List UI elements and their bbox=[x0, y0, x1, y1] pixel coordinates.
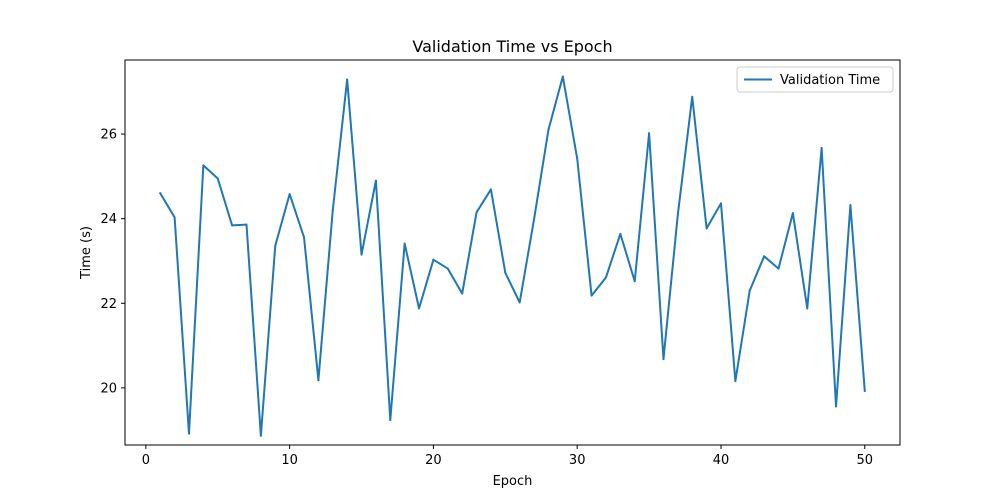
y-tick-label: 22 bbox=[100, 297, 117, 312]
data-point bbox=[777, 267, 780, 270]
data-point bbox=[231, 224, 234, 227]
data-point bbox=[202, 164, 205, 167]
data-point bbox=[346, 78, 349, 81]
data-point bbox=[604, 276, 607, 279]
data-point bbox=[317, 379, 320, 382]
data-point bbox=[374, 179, 377, 182]
data-point bbox=[619, 232, 622, 235]
data-point bbox=[518, 301, 521, 304]
data-point bbox=[245, 223, 248, 226]
data-point bbox=[576, 157, 579, 160]
data-point bbox=[590, 294, 593, 297]
plot-frame bbox=[124, 59, 901, 446]
y-axis-label: Time (s) bbox=[79, 226, 94, 280]
data-point bbox=[734, 380, 737, 383]
y-tick-label: 20 bbox=[100, 381, 117, 396]
data-point bbox=[475, 211, 478, 214]
data-point bbox=[259, 434, 262, 437]
data-point bbox=[676, 213, 679, 216]
data-point bbox=[432, 258, 435, 261]
data-point bbox=[274, 244, 277, 247]
data-point bbox=[835, 405, 838, 408]
series-layer bbox=[158, 75, 866, 437]
data-point bbox=[820, 147, 823, 149]
data-point bbox=[389, 419, 392, 422]
data-point bbox=[288, 193, 291, 196]
data-point bbox=[446, 267, 449, 270]
data-point bbox=[461, 292, 464, 295]
x-tick-label: 0 bbox=[142, 453, 150, 468]
x-tick-label: 30 bbox=[569, 453, 586, 468]
data-point bbox=[159, 192, 162, 195]
data-point bbox=[791, 212, 794, 215]
chart-title: Validation Time vs Epoch bbox=[412, 37, 612, 56]
data-point bbox=[403, 242, 406, 245]
data-point bbox=[216, 177, 219, 180]
y-tick-label: 26 bbox=[100, 128, 117, 143]
x-tick-label: 20 bbox=[425, 453, 442, 468]
x-tick-label: 40 bbox=[713, 453, 730, 468]
data-point bbox=[691, 95, 694, 98]
data-point bbox=[849, 204, 852, 207]
series-line-validation-time bbox=[158, 75, 866, 437]
x-tick-label: 50 bbox=[856, 453, 873, 468]
data-point bbox=[173, 216, 176, 219]
y-tick-label: 24 bbox=[100, 212, 117, 227]
data-point bbox=[748, 289, 751, 292]
data-point bbox=[662, 358, 665, 361]
data-point bbox=[705, 227, 708, 230]
data-point bbox=[561, 75, 564, 78]
data-point bbox=[489, 188, 492, 191]
data-point bbox=[533, 218, 536, 221]
data-point bbox=[648, 132, 651, 135]
data-point bbox=[360, 253, 363, 256]
data-point bbox=[719, 202, 722, 205]
legend-label: Validation Time bbox=[780, 73, 880, 88]
data-point bbox=[863, 389, 866, 392]
data-point bbox=[763, 255, 766, 258]
data-point bbox=[806, 307, 809, 310]
data-point bbox=[331, 209, 334, 212]
legend: Validation Time bbox=[736, 66, 894, 93]
data-point bbox=[418, 307, 421, 310]
data-point bbox=[547, 128, 550, 131]
data-point bbox=[303, 236, 306, 239]
legend-box bbox=[736, 66, 894, 93]
data-point bbox=[633, 280, 636, 283]
data-point bbox=[187, 432, 190, 435]
data-point bbox=[504, 271, 507, 274]
axis-ticks: 0 10 20 30 40 50 20 22 24 26 bbox=[100, 128, 873, 468]
x-tick-label: 10 bbox=[281, 453, 298, 468]
x-axis-label: Epoch bbox=[493, 474, 533, 489]
